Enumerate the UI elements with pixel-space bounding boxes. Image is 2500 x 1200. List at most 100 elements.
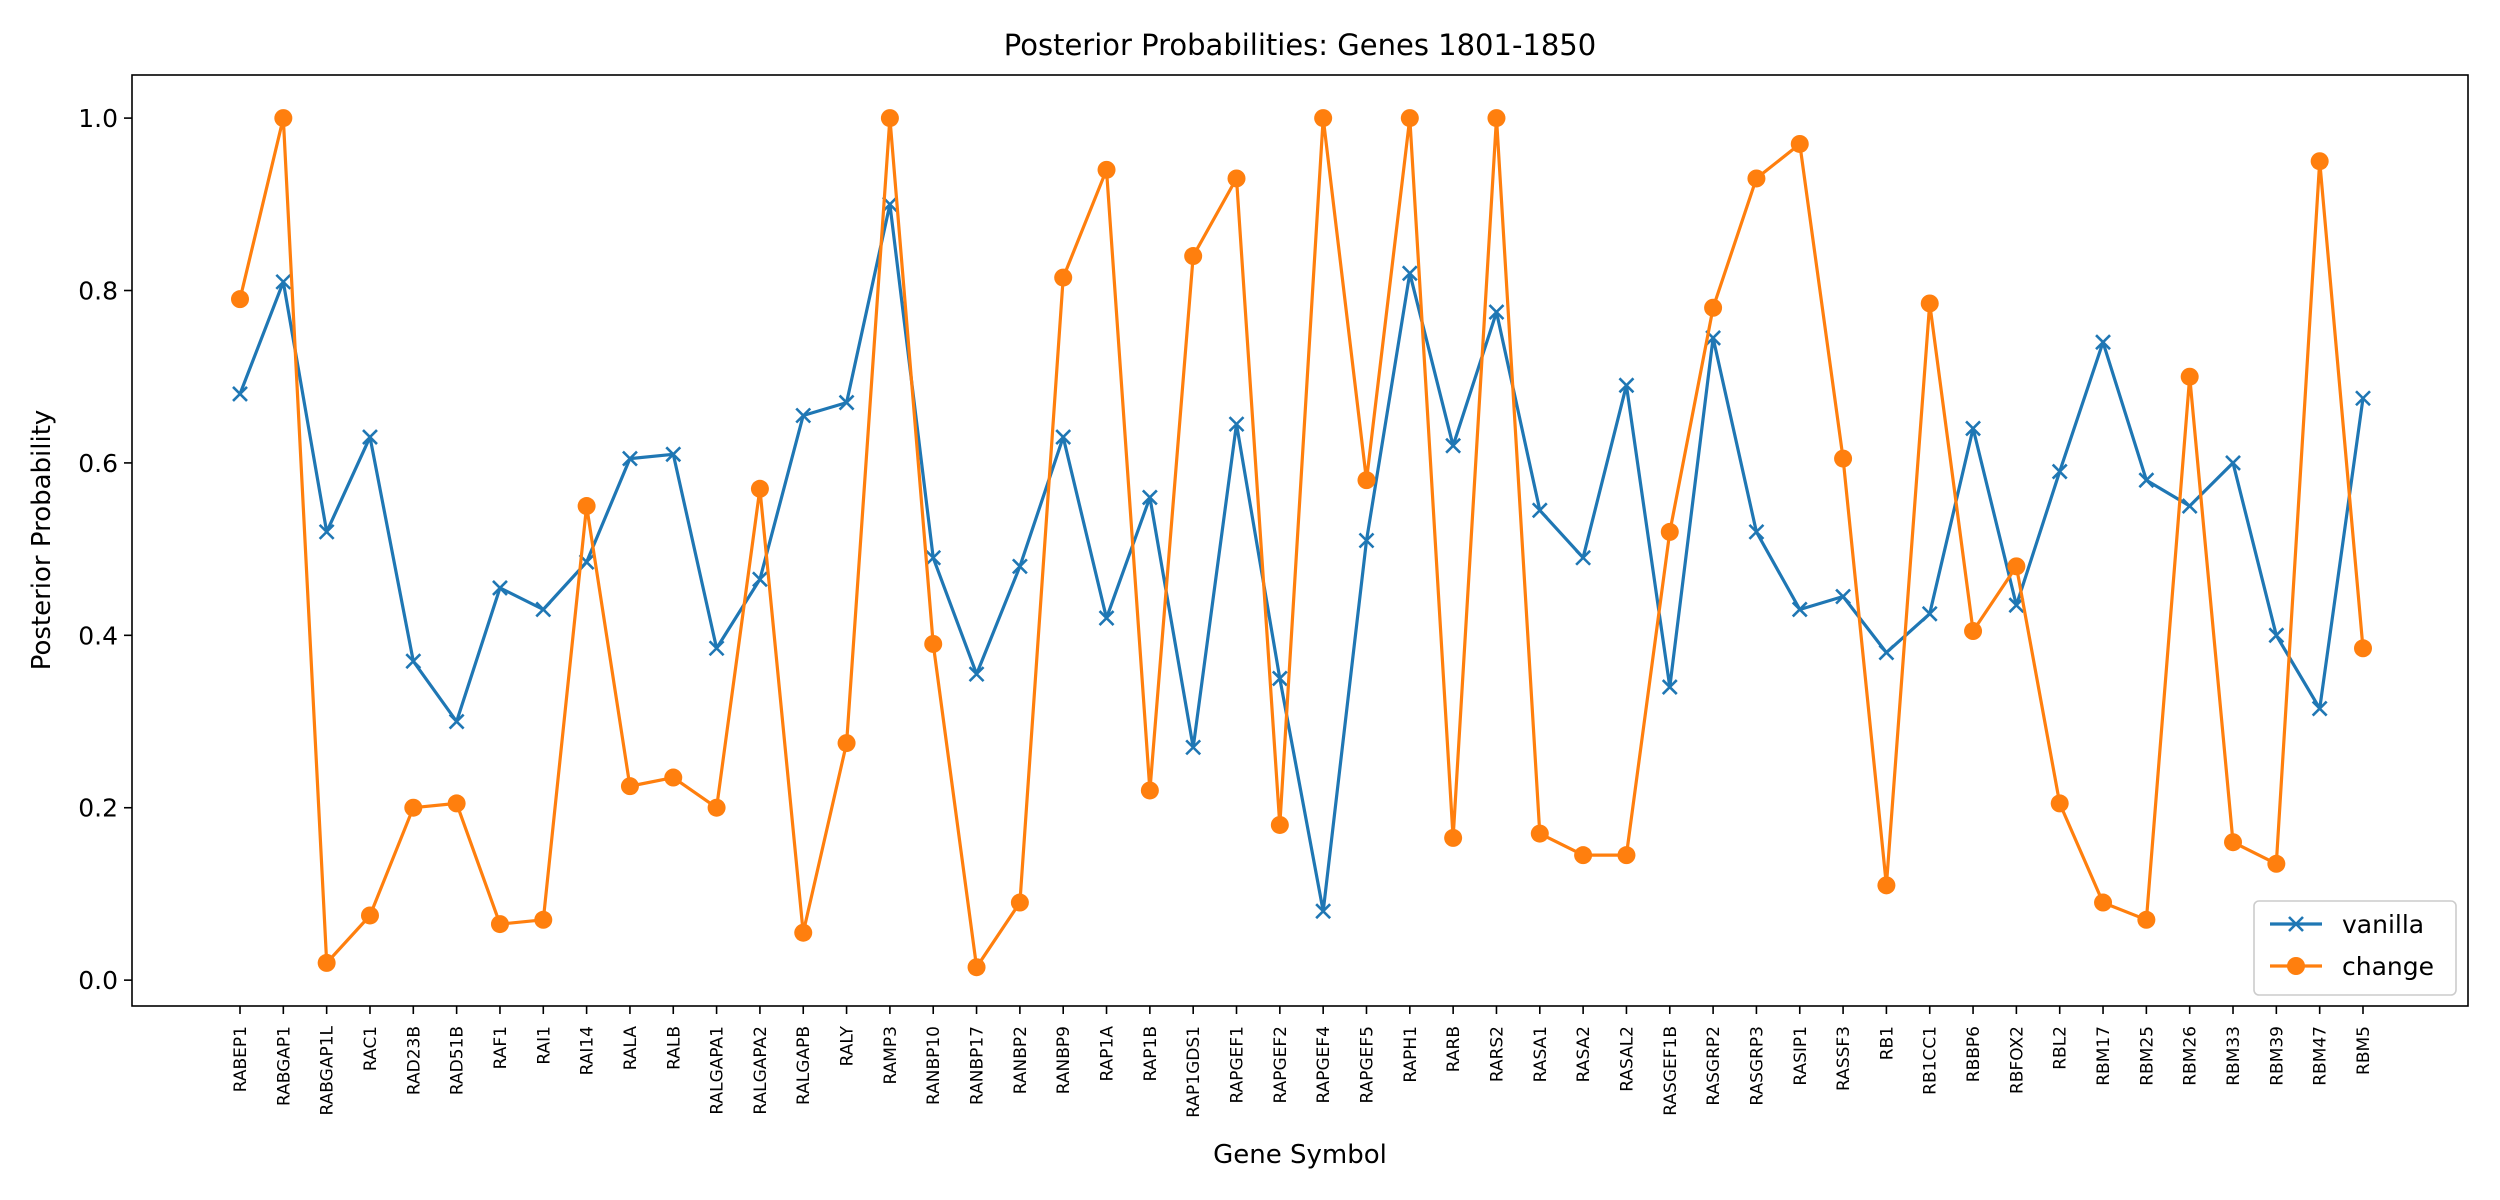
x-tick-label: RBM26: [2181, 1026, 2201, 1086]
data-point-change: [1227, 169, 1246, 188]
data-point-vanilla: [1011, 558, 1028, 575]
data-point-change: [1790, 134, 1809, 153]
data-point-change: [1357, 471, 1376, 490]
data-point-change: [1097, 160, 1116, 179]
y-tick-label: 0.4: [78, 621, 118, 650]
data-point-change: [447, 794, 466, 813]
data-point-vanilla: [708, 640, 725, 657]
x-tick-label: RAI1: [534, 1026, 554, 1065]
x-tick-label: RALY: [838, 1025, 858, 1066]
x-tick-label: RALA: [621, 1026, 641, 1071]
data-point-change: [620, 777, 639, 796]
x-tick-label: RAD51B: [448, 1026, 468, 1095]
data-point-change: [1747, 169, 1766, 188]
x-tick-label: RANBP9: [1054, 1026, 1074, 1094]
data-point-change: [1010, 893, 1029, 912]
data-point-vanilla: [1878, 644, 1895, 661]
data-point-change: [1140, 781, 1159, 800]
x-tick-label: RAP1A: [1098, 1026, 1118, 1082]
x-tick-label: RABGAP1L: [318, 1025, 338, 1115]
x-tick-label: RANBP17: [968, 1026, 988, 1105]
data-point-change: [2094, 893, 2113, 912]
y-axis: 0.0 0.2 0.4 0.6 0.8 1.0: [78, 104, 132, 995]
x-tick-label: RARS2: [1487, 1026, 1507, 1082]
data-point-vanilla: [1271, 670, 1288, 687]
data-point-change: [1660, 522, 1679, 541]
data-point-vanilla: [448, 713, 465, 730]
y-tick-label: 0.8: [78, 277, 118, 306]
data-point-change: [360, 906, 379, 925]
data-point-vanilla: [1791, 601, 1808, 618]
data-point-change: [2354, 639, 2372, 658]
data-point-change: [1487, 109, 1506, 128]
data-point-change: [317, 953, 336, 972]
x-tick-label: RB1CC1: [1921, 1026, 1941, 1095]
data-point-change: [1054, 268, 1073, 287]
data-point-change: [2137, 910, 2156, 929]
data-point-vanilla: [1141, 489, 1158, 506]
x-tick-label: RAP1GDS1: [1184, 1026, 1204, 1118]
x-tick-label: RASGRP2: [1704, 1026, 1724, 1106]
data-point-change: [1184, 247, 1203, 266]
data-point-vanilla: [1228, 416, 1245, 433]
x-tick-label: RAPGEF4: [1314, 1026, 1334, 1104]
data-point-change: [2180, 367, 2199, 386]
data-point-vanilla: [2311, 700, 2328, 717]
x-tick-label: RAPH1: [1401, 1026, 1421, 1083]
x-tick-label: RALGAPA1: [708, 1026, 728, 1115]
data-point-vanilla: [232, 386, 248, 402]
legend-item-change: change: [2270, 952, 2434, 981]
data-point-vanilla: [535, 601, 552, 618]
data-point-vanilla: [1401, 265, 1418, 282]
data-point-vanilla: [838, 394, 855, 411]
data-point-vanilla: [318, 523, 335, 540]
y-axis-label: Posterior Probability: [27, 410, 57, 671]
data-point-change: [1877, 876, 1896, 895]
x-tick-label: RBM33: [2224, 1026, 2244, 1086]
x-tick-label: RBM17: [2094, 1026, 2114, 1086]
x-tick-label: RASA2: [1574, 1026, 1594, 1082]
x-tick-label: RAPGEF5: [1357, 1026, 1377, 1104]
x-tick-label: RAF1: [491, 1026, 511, 1069]
data-point-vanilla: [1835, 588, 1851, 605]
data-point-vanilla: [1965, 420, 1981, 437]
data-point-vanilla: [1488, 304, 1505, 320]
x-tick-label: RARB: [1444, 1026, 1464, 1072]
data-point-vanilla: [1098, 610, 1115, 627]
x-tick-label: RB1: [1877, 1026, 1897, 1060]
legend: vanilla change: [2253, 900, 2457, 996]
data-point-vanilla: [2268, 627, 2285, 644]
legend-item-vanilla: vanilla: [2270, 910, 2424, 939]
data-point-vanilla: [275, 273, 292, 290]
data-point-change: [707, 798, 726, 817]
data-point-vanilla: [751, 571, 768, 588]
data-point-change: [794, 923, 813, 942]
data-point-vanilla: [1748, 523, 1765, 540]
x-tick-label: RAMP3: [881, 1026, 901, 1085]
x-tick-label: RALGAPA2: [751, 1026, 771, 1115]
data-point-vanilla: [1315, 903, 1332, 920]
data-point-change: [1574, 846, 1593, 865]
data-point-vanilla: [2225, 454, 2241, 471]
data-point-vanilla: [1445, 437, 1462, 454]
x-tick-label: RBM39: [2267, 1026, 2287, 1086]
x-tick-label: RAP1B: [1141, 1026, 1161, 1081]
x-tick-label: RBBP6: [1964, 1026, 1984, 1082]
x-tick-label: RASA1: [1531, 1026, 1551, 1082]
data-point-change: [231, 290, 249, 309]
data-point-vanilla: [1055, 429, 1072, 445]
data-point-vanilla: [2181, 498, 2198, 514]
data-point-vanilla: [492, 579, 508, 596]
series-line-change: [238, 116, 2365, 969]
data-point-vanilla: [2355, 390, 2371, 407]
x-tick-label: RASSF3: [1834, 1026, 1854, 1091]
data-point-vanilla: [1618, 377, 1635, 394]
y-tick-label: 0.2: [78, 794, 118, 823]
data-point-vanilla: [1661, 679, 1678, 695]
data-point-vanilla: [1575, 549, 1592, 566]
data-point-vanilla: [1358, 532, 1375, 549]
data-point-change: [490, 915, 509, 934]
chart-title: Posterior Probabilities: Genes 1801-1850: [1004, 28, 1596, 62]
